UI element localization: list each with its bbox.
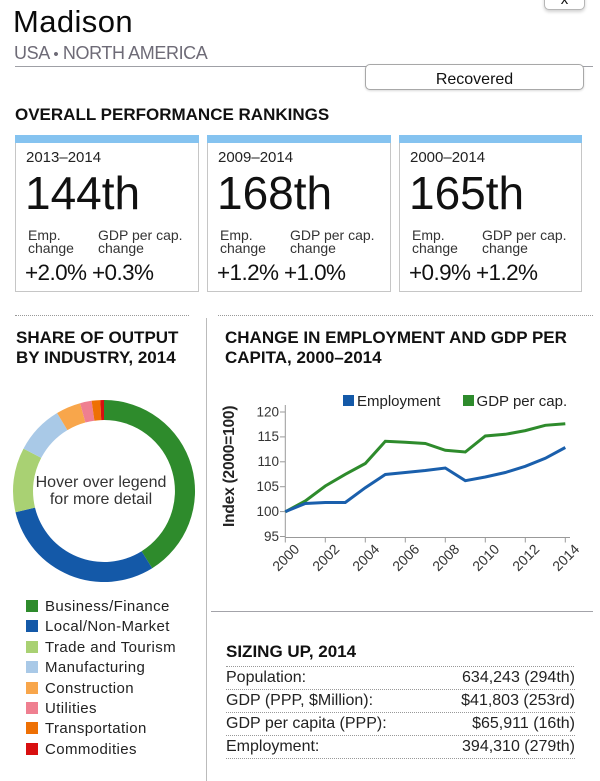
- svg-text:115: 115: [257, 429, 279, 444]
- svg-text:2004: 2004: [349, 541, 382, 574]
- svg-text:100: 100: [256, 504, 279, 519]
- svg-text:105: 105: [256, 479, 279, 494]
- svg-text:110: 110: [257, 454, 279, 469]
- svg-text:2014: 2014: [549, 541, 582, 574]
- svg-text:2000: 2000: [269, 541, 302, 574]
- svg-text:2008: 2008: [429, 541, 462, 574]
- svg-text:2010: 2010: [469, 541, 502, 574]
- svg-text:2012: 2012: [509, 541, 542, 574]
- svg-text:2006: 2006: [389, 541, 422, 574]
- svg-text:95: 95: [264, 529, 279, 544]
- svg-text:120: 120: [256, 404, 279, 419]
- svg-text:2002: 2002: [309, 541, 342, 574]
